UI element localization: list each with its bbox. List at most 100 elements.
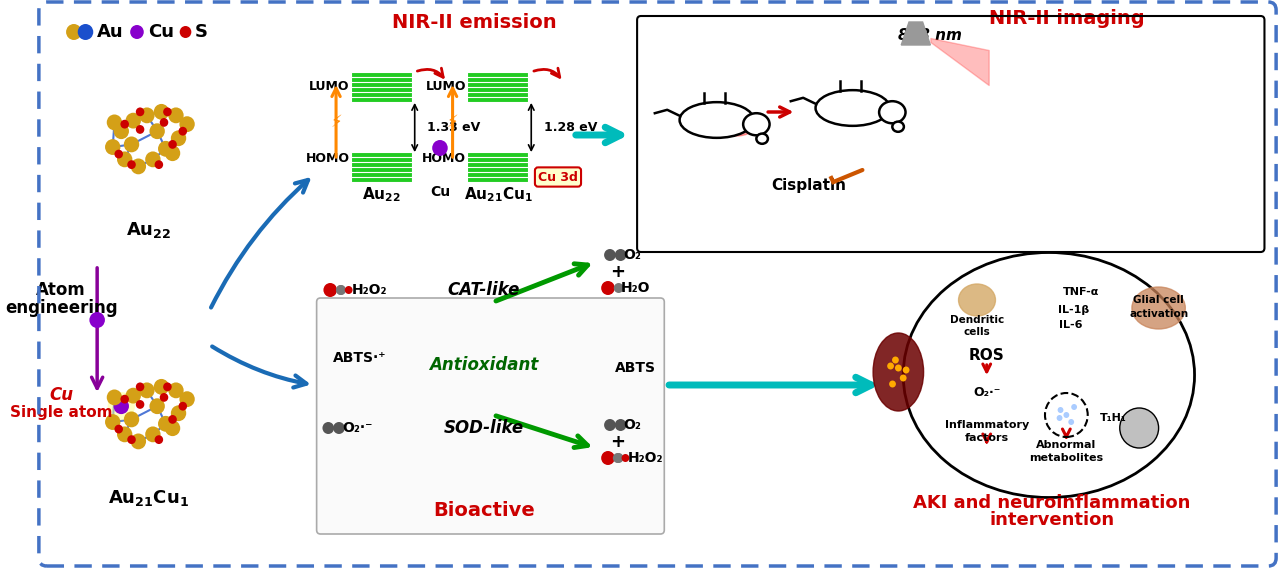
Circle shape	[114, 398, 129, 414]
Text: 1.33 eV: 1.33 eV	[428, 121, 480, 134]
Text: Single atom: Single atom	[10, 404, 113, 420]
Text: +: +	[611, 433, 625, 451]
Circle shape	[150, 398, 165, 414]
Text: Antioxidant: Antioxidant	[429, 356, 539, 374]
Circle shape	[124, 136, 140, 152]
Circle shape	[179, 391, 195, 407]
Circle shape	[614, 249, 626, 261]
FancyBboxPatch shape	[316, 298, 664, 534]
Circle shape	[900, 374, 906, 382]
Circle shape	[120, 120, 129, 128]
Text: H₂O₂: H₂O₂	[352, 283, 387, 297]
Circle shape	[157, 416, 173, 432]
Circle shape	[614, 453, 623, 463]
Text: H₂O: H₂O	[621, 281, 650, 295]
Circle shape	[105, 414, 120, 430]
Text: CAT-like: CAT-like	[448, 281, 520, 299]
Circle shape	[136, 382, 145, 391]
Circle shape	[168, 382, 183, 398]
Circle shape	[114, 150, 123, 158]
Ellipse shape	[959, 284, 996, 316]
Circle shape	[114, 123, 129, 139]
Circle shape	[116, 152, 132, 168]
Circle shape	[344, 286, 352, 294]
Text: O₂·⁻: O₂·⁻	[973, 386, 1001, 399]
Ellipse shape	[717, 114, 755, 136]
Circle shape	[333, 422, 344, 434]
Text: SOD-like: SOD-like	[444, 419, 524, 437]
Circle shape	[614, 283, 623, 293]
Circle shape	[154, 104, 169, 120]
Text: LUMO: LUMO	[426, 80, 466, 93]
Text: $\mathbf{Au_{22}}$: $\mathbf{Au_{22}}$	[125, 220, 172, 240]
Circle shape	[155, 160, 163, 169]
Circle shape	[108, 392, 134, 420]
Ellipse shape	[815, 90, 890, 126]
Ellipse shape	[680, 102, 754, 138]
Circle shape	[131, 158, 146, 174]
Circle shape	[887, 362, 893, 370]
Circle shape	[106, 115, 122, 130]
Circle shape	[1069, 419, 1074, 425]
Circle shape	[613, 453, 622, 463]
Circle shape	[155, 435, 163, 444]
Ellipse shape	[873, 333, 924, 411]
Text: $\mathbf{Au_{21}Cu_1}$: $\mathbf{Au_{21}Cu_1}$	[463, 186, 532, 204]
Circle shape	[136, 125, 145, 134]
Text: ⚡: ⚡	[330, 114, 342, 132]
Text: O₂: O₂	[623, 248, 641, 262]
Text: 1.28 eV: 1.28 eV	[544, 121, 598, 134]
Circle shape	[163, 382, 172, 391]
Circle shape	[116, 427, 132, 442]
Ellipse shape	[1132, 287, 1185, 329]
Circle shape	[337, 285, 346, 295]
Text: TNF-α: TNF-α	[1062, 287, 1100, 297]
Circle shape	[131, 25, 143, 39]
Text: T₁H₁: T₁H₁	[1100, 413, 1126, 423]
Text: S: S	[196, 23, 209, 41]
Ellipse shape	[879, 101, 905, 123]
Ellipse shape	[744, 113, 769, 135]
Circle shape	[165, 420, 180, 436]
Text: Inflammatory: Inflammatory	[945, 420, 1029, 430]
Circle shape	[890, 381, 896, 387]
Circle shape	[168, 107, 183, 123]
Circle shape	[127, 160, 136, 169]
Text: $\mathbf{Au_{22}}$: $\mathbf{Au_{22}}$	[362, 186, 401, 204]
Circle shape	[140, 382, 155, 398]
Circle shape	[179, 26, 191, 38]
Text: ABTS: ABTS	[614, 361, 655, 375]
Text: ROS: ROS	[969, 348, 1005, 362]
Ellipse shape	[892, 122, 904, 132]
Circle shape	[106, 390, 122, 406]
Circle shape	[323, 422, 334, 434]
Text: Abnormal: Abnormal	[1037, 440, 1097, 450]
Circle shape	[1057, 407, 1064, 413]
Text: Dendritic: Dendritic	[950, 315, 1004, 325]
Circle shape	[127, 435, 136, 444]
Circle shape	[145, 152, 160, 168]
Circle shape	[1064, 412, 1069, 418]
Text: Au: Au	[97, 23, 124, 41]
Circle shape	[614, 419, 626, 431]
Text: Cu: Cu	[49, 386, 73, 404]
Circle shape	[125, 388, 141, 403]
Circle shape	[90, 312, 105, 328]
Text: Glial cell: Glial cell	[1133, 295, 1184, 305]
Text: Cu: Cu	[147, 23, 174, 41]
Text: engineering: engineering	[5, 299, 118, 317]
Circle shape	[622, 454, 630, 462]
Circle shape	[140, 107, 155, 123]
Circle shape	[154, 379, 169, 395]
Circle shape	[1071, 404, 1076, 410]
Circle shape	[170, 406, 186, 421]
Text: O₂·⁻: O₂·⁻	[342, 421, 372, 435]
Ellipse shape	[756, 133, 768, 144]
Text: +: +	[611, 263, 625, 281]
Text: AKI and neuroinflammation: AKI and neuroinflammation	[913, 494, 1190, 512]
Circle shape	[157, 141, 173, 157]
Circle shape	[136, 107, 145, 116]
Circle shape	[179, 116, 195, 132]
Text: cells: cells	[964, 327, 991, 337]
Circle shape	[892, 357, 899, 364]
